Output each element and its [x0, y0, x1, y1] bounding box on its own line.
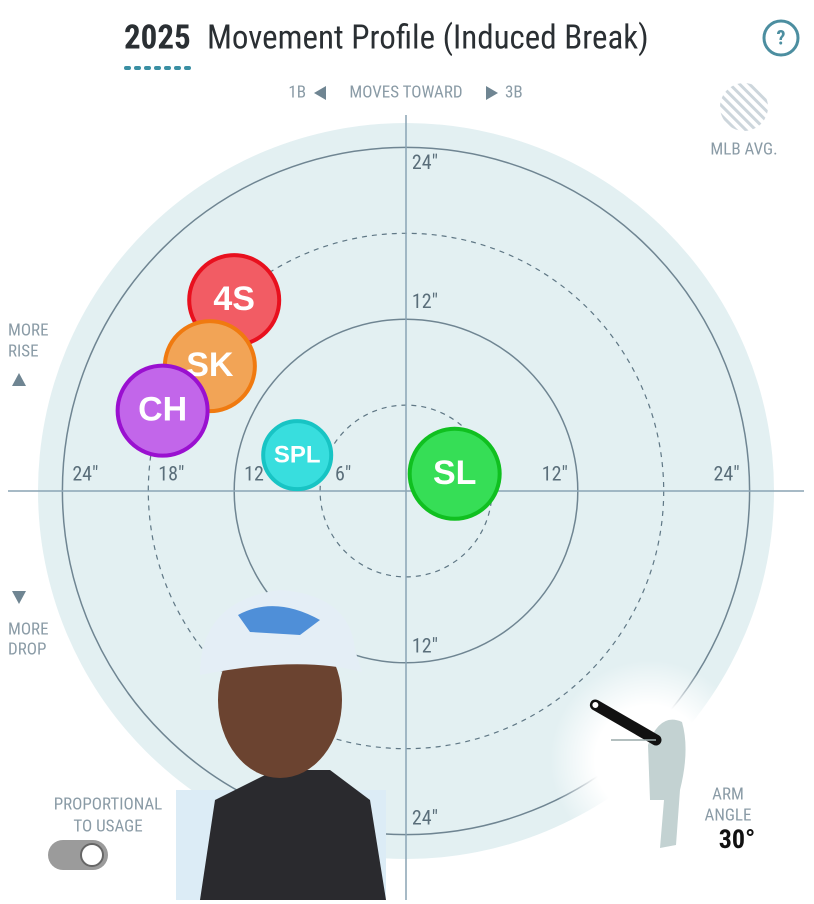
direction-label: MOVES TOWARD [349, 82, 462, 102]
pitch-bubble [261, 419, 334, 492]
legend-label: MLB AVG. [710, 139, 777, 159]
rise-label: RISE [8, 341, 39, 361]
x-tick-label: 24" [72, 461, 98, 485]
drop-label: DROP [8, 639, 46, 659]
x-tick-label: 24" [714, 461, 740, 485]
drop-label: MORE [8, 619, 49, 639]
pitch-label: CH [138, 391, 187, 429]
rise-label: MORE [8, 320, 49, 340]
x-tick-label: 12" [542, 461, 568, 485]
pitch-label: SPL [274, 441, 321, 468]
arrow-left [314, 86, 326, 100]
help-button[interactable] [762, 19, 800, 57]
chart-title: Movement Profile (Induced Break) [207, 19, 649, 58]
pitch-bubble [115, 363, 210, 458]
arm-angle-value: 30° [719, 825, 755, 855]
toggle-label: TO USAGE [73, 816, 142, 836]
x-tick-label: 18" [158, 461, 184, 485]
arrow-down [12, 591, 26, 604]
x-tick-label: 6" [335, 461, 351, 485]
pitch-label: 4S [213, 280, 255, 318]
direction-right: 3B [505, 82, 523, 102]
y-tick-label: 24" [412, 150, 438, 174]
player-photo [176, 590, 386, 900]
direction-left: 1B [288, 82, 306, 102]
pitcher-figure [648, 719, 686, 848]
arm-angle-line [589, 699, 662, 746]
arm-angle-label: ANGLE [705, 805, 752, 825]
y-tick-label: 24" [412, 806, 438, 830]
arm-hand [590, 700, 601, 710]
legend-swatch [720, 83, 768, 131]
y-tick-label: 12" [412, 633, 438, 657]
toggle-knob[interactable] [80, 843, 104, 867]
pitch-label: SL [433, 454, 476, 492]
arrow-up [12, 373, 26, 386]
season: 2025 [124, 19, 191, 58]
arm-angle-label: ARM [712, 784, 744, 804]
arrow-right [486, 86, 498, 100]
y-tick-label: 12" [412, 289, 438, 313]
pitch-bubble [407, 426, 502, 521]
help-icon[interactable]: ? [777, 25, 786, 49]
toggle-label: PROPORTIONAL [54, 794, 163, 814]
